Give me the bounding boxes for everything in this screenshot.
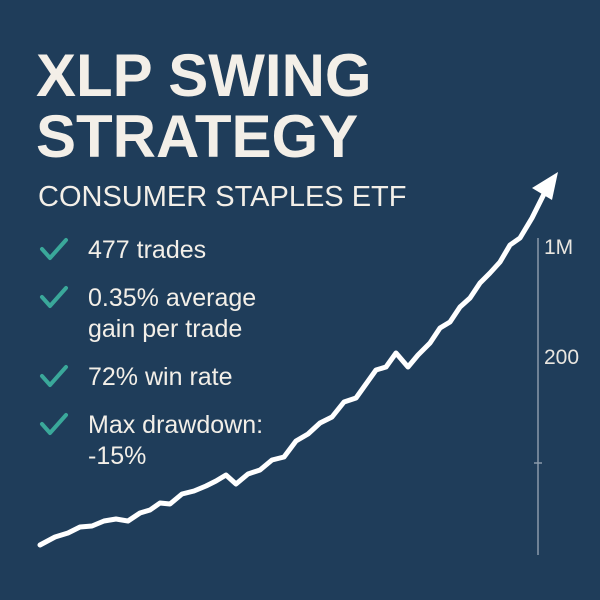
check-icon (40, 365, 68, 387)
bullet-text: -15% (88, 442, 146, 470)
bullet-text: 72% win rate (88, 363, 233, 391)
subtitle: CONSUMER STAPLES ETF (38, 181, 406, 213)
arrow-head (532, 172, 558, 200)
axis-label: 200 (544, 346, 579, 369)
trend-line (37, 187, 549, 548)
bullet-text: 477 trades (88, 236, 206, 264)
title-line: STRATEGY (36, 103, 358, 170)
check-icon (40, 413, 68, 435)
bullet-text: gain per trade (88, 315, 242, 343)
title-line: XLP SWING (36, 42, 372, 109)
bullet-text: Max drawdown: (88, 411, 263, 439)
bullet-list: 477 trades 0.35% average gain per trade 72%… (40, 236, 263, 470)
check-icon (40, 238, 68, 260)
check-icon (40, 286, 68, 308)
bullet-text: 0.35% average (88, 284, 256, 312)
axis-label: 1M (544, 236, 573, 259)
